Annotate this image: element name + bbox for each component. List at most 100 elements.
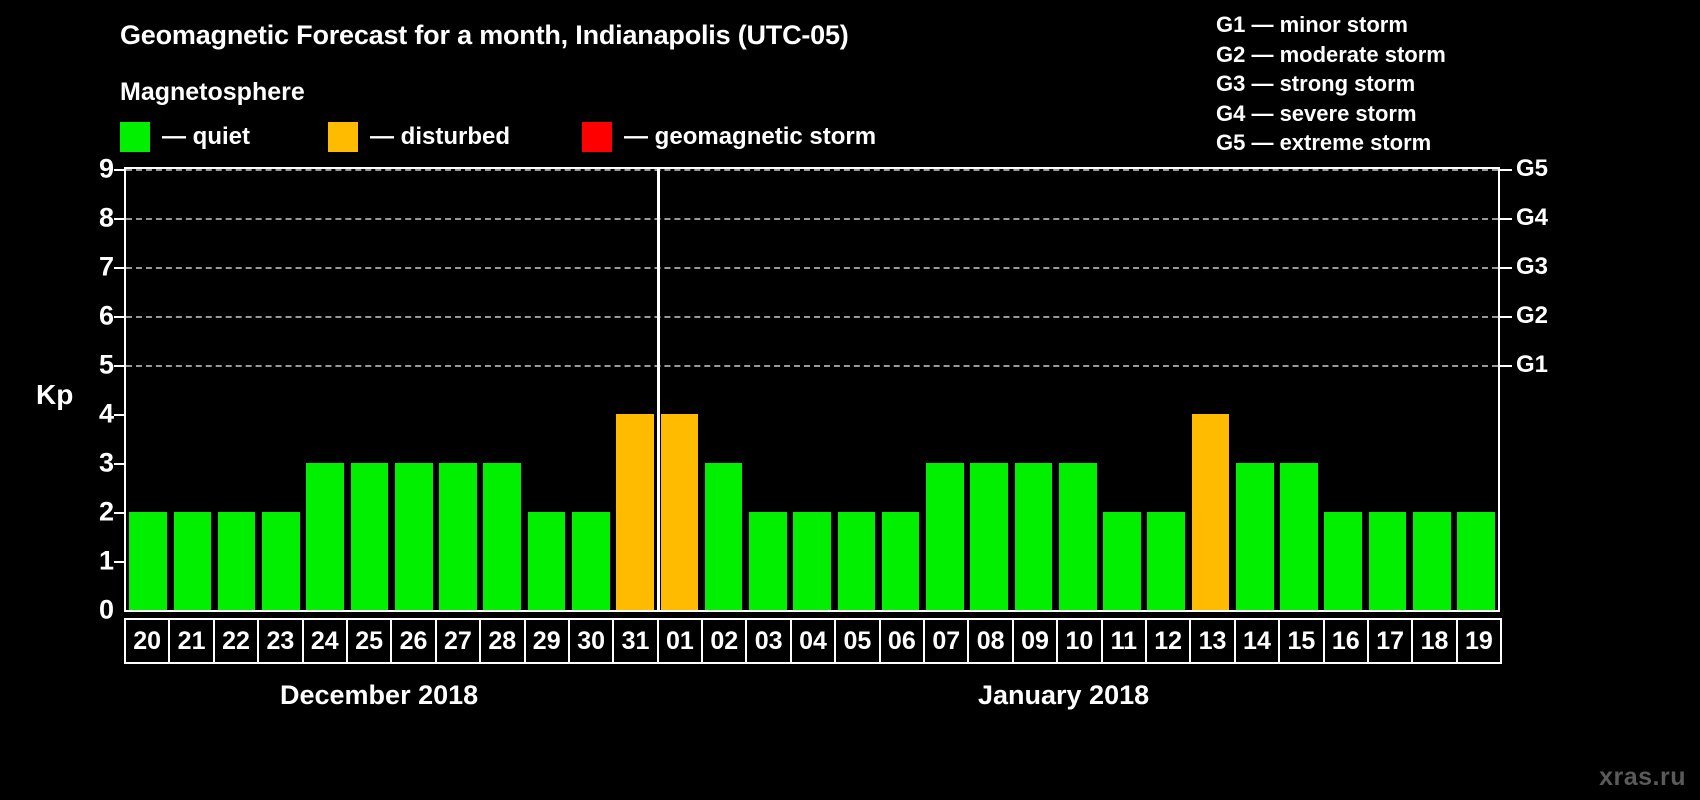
- y-tick-label-8: 8: [98, 202, 114, 233]
- day-label-10[interactable]: 10: [1056, 618, 1103, 664]
- bar-09[interactable]: [1014, 463, 1053, 610]
- day-label-16[interactable]: 16: [1322, 618, 1369, 664]
- magnetosphere-label: Magnetosphere: [120, 78, 305, 106]
- bar-18[interactable]: [1413, 512, 1451, 610]
- storm-scale-legend-lines: G1 — minor storm G2 — moderate storm G3 — …: [1216, 10, 1446, 158]
- legend-entry-storm: — geomagnetic storm: [582, 122, 876, 152]
- day-label-05[interactable]: 05: [834, 618, 881, 664]
- day-label-02[interactable]: 02: [701, 618, 748, 664]
- day-label-06[interactable]: 06: [878, 618, 926, 664]
- day-label-21[interactable]: 21: [168, 618, 215, 664]
- y-tick-mark-8: [114, 218, 126, 220]
- bar-slot: [436, 169, 480, 610]
- day-label-25[interactable]: 25: [345, 618, 393, 664]
- g-tick-label-G5: G5: [1516, 155, 1549, 182]
- bar-08[interactable]: [970, 463, 1008, 610]
- bar-02[interactable]: [704, 463, 743, 610]
- y-tick-mark-7: [114, 267, 126, 269]
- bar-10[interactable]: [1058, 463, 1097, 610]
- page-title: Geomagnetic Forecast for a month, Indian…: [120, 20, 849, 50]
- day-label-24[interactable]: 24: [301, 618, 348, 664]
- bar-slot: [259, 169, 303, 610]
- bar-14[interactable]: [1235, 463, 1274, 610]
- bar-16[interactable]: [1324, 512, 1363, 610]
- day-axis: 20 21 22 23 24 25 26 27 28 29 30 31 01 02 03 04 05 06 07 08…: [124, 618, 1503, 664]
- day-label-15[interactable]: 15: [1278, 618, 1325, 664]
- storm-legend-line-3: G3 — strong storm: [1216, 71, 1416, 96]
- day-label-13[interactable]: 13: [1189, 618, 1236, 664]
- day-label-01[interactable]: 01: [656, 618, 704, 664]
- bar-15[interactable]: [1280, 463, 1318, 610]
- bar-04[interactable]: [793, 512, 831, 610]
- legend-label-storm: — geomagnetic storm: [624, 123, 877, 150]
- legend-entry-quiet: — quiet: [120, 122, 250, 152]
- day-label-22[interactable]: 22: [212, 618, 260, 664]
- bar-06[interactable]: [881, 512, 920, 610]
- bar-slot: [1454, 169, 1498, 610]
- day-label-03[interactable]: 03: [745, 618, 792, 664]
- day-label-19[interactable]: 19: [1455, 618, 1503, 664]
- y-tick-label-5: 5: [98, 349, 114, 380]
- bar-slot: [1277, 169, 1321, 610]
- y-tick-mark-3: [114, 463, 126, 465]
- y-tick-mark-9: [114, 169, 126, 171]
- day-label-18[interactable]: 18: [1411, 618, 1458, 664]
- day-label-28[interactable]: 28: [479, 618, 526, 664]
- day-label-17[interactable]: 17: [1366, 618, 1414, 664]
- bar-slot: [746, 169, 790, 610]
- month-caption-january: January 2018: [978, 680, 1150, 710]
- kp-axis-label: Kp: [36, 379, 74, 410]
- day-label-04[interactable]: 04: [789, 618, 837, 664]
- bar-31[interactable]: [616, 414, 654, 610]
- bar-24[interactable]: [306, 463, 344, 610]
- storm-legend-line-4: G4 — severe storm: [1216, 100, 1417, 126]
- day-label-26[interactable]: 26: [390, 618, 437, 664]
- bar-slot: [834, 169, 878, 610]
- day-label-09[interactable]: 09: [1011, 618, 1059, 664]
- storm-legend-line-5: G5 — extreme storm: [1216, 130, 1432, 155]
- bar-slot: [1100, 169, 1144, 610]
- bar-29[interactable]: [527, 512, 566, 610]
- bar-03[interactable]: [749, 512, 787, 610]
- bar-17[interactable]: [1368, 512, 1407, 610]
- bar-25[interactable]: [350, 463, 389, 610]
- g-tick-label-G2: G2: [1516, 302, 1549, 329]
- bar-23[interactable]: [262, 512, 300, 610]
- day-label-30[interactable]: 30: [567, 618, 615, 664]
- bar-slot: [303, 169, 347, 610]
- day-label-07[interactable]: 07: [923, 618, 970, 664]
- day-label-12[interactable]: 12: [1144, 618, 1192, 664]
- bar-slot: [967, 169, 1011, 610]
- bar-11[interactable]: [1103, 512, 1141, 610]
- bar-27[interactable]: [439, 463, 477, 610]
- bar-30[interactable]: [571, 512, 610, 610]
- bar-slot: [524, 169, 568, 610]
- bar-28[interactable]: [483, 463, 522, 610]
- day-label-20[interactable]: 20: [124, 618, 171, 664]
- bar-slot: [613, 169, 657, 610]
- day-label-14[interactable]: 14: [1233, 618, 1281, 664]
- day-label-27[interactable]: 27: [434, 618, 482, 664]
- y-tick-label-0: 0: [98, 594, 114, 625]
- bar-19[interactable]: [1457, 512, 1495, 610]
- y-tick-mark-4: [114, 414, 126, 416]
- bar-13[interactable]: [1191, 414, 1230, 610]
- storm-color-swatch: [582, 122, 613, 152]
- gridline-kp-5: [126, 365, 1498, 367]
- bar-05[interactable]: [837, 512, 876, 610]
- bar-26[interactable]: [394, 463, 433, 610]
- month-caption-december: December 2018: [280, 680, 479, 710]
- day-label-23[interactable]: 23: [257, 618, 304, 664]
- bar-slot: [170, 169, 214, 610]
- day-label-29[interactable]: 29: [523, 618, 570, 664]
- legend-entry-disturbed: — disturbed: [328, 122, 510, 152]
- bar-22[interactable]: [217, 512, 256, 610]
- bar-07[interactable]: [926, 463, 964, 610]
- day-label-11[interactable]: 11: [1100, 618, 1147, 664]
- bar-01[interactable]: [660, 414, 699, 610]
- day-label-31[interactable]: 31: [612, 618, 659, 664]
- bar-21[interactable]: [173, 512, 212, 610]
- day-label-08[interactable]: 08: [967, 618, 1014, 664]
- bar-20[interactable]: [129, 512, 167, 610]
- bar-12[interactable]: [1147, 512, 1186, 610]
